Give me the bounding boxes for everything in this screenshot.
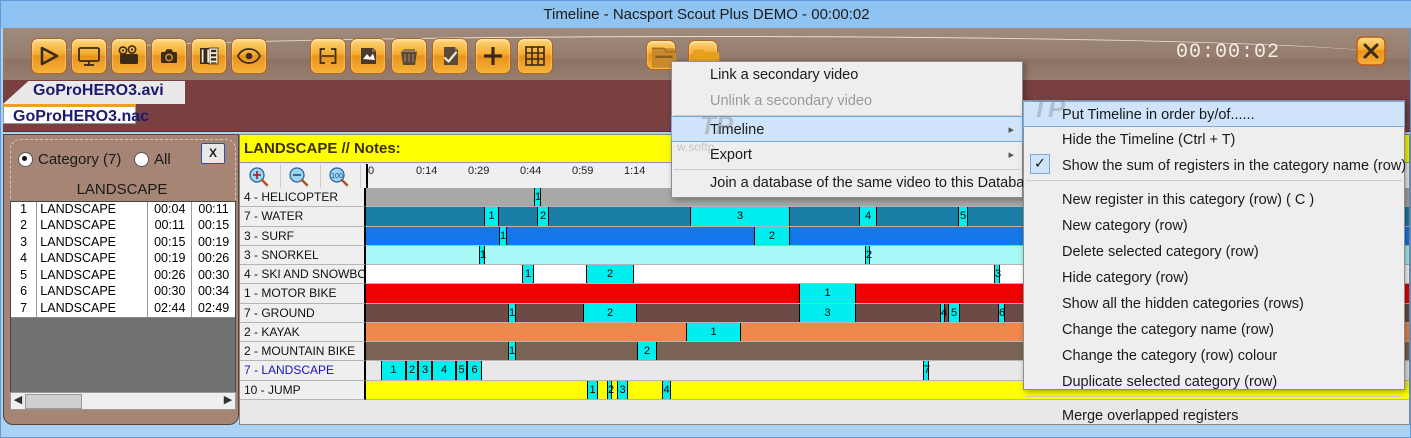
svg-text:100: 100: [331, 173, 343, 180]
